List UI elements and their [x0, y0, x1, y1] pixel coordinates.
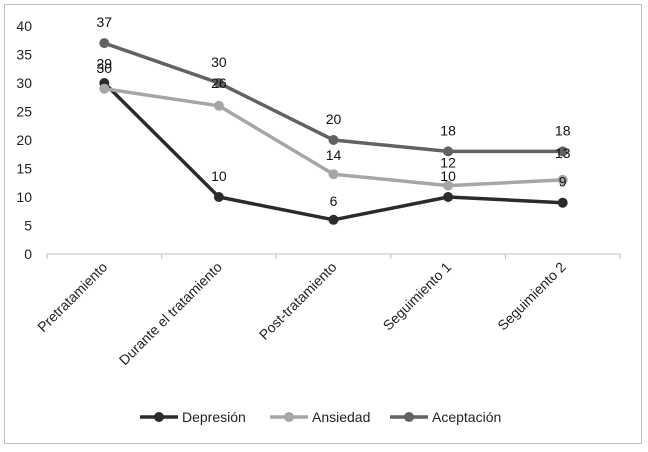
data-point	[99, 38, 110, 49]
x-tick-label: Seguimiento 2	[494, 259, 569, 334]
data-point	[443, 192, 454, 202]
y-tick-label: 15	[16, 161, 32, 177]
data-point	[213, 192, 224, 202]
y-tick-label: 40	[16, 18, 32, 34]
data-point	[328, 169, 339, 180]
data-point	[443, 146, 454, 157]
data-label: 10	[440, 168, 456, 184]
y-tick-label: 30	[16, 75, 32, 91]
data-point	[443, 180, 454, 191]
data-label: 18	[555, 122, 571, 138]
x-tick-label: Durante el tratamiento	[116, 259, 225, 368]
x-tick-label: Post-tratamiento	[256, 259, 340, 343]
legend-marker	[284, 412, 294, 422]
data-label: 20	[326, 111, 342, 127]
legend: Depresión Ansiedad Aceptación	[140, 409, 501, 425]
chart-frame	[4, 4, 642, 444]
data-label: 26	[211, 75, 227, 91]
data-label: 18	[440, 122, 456, 138]
data-point	[328, 135, 339, 145]
y-tick-label: 20	[16, 132, 32, 148]
data-point	[99, 83, 110, 94]
series-layer	[99, 38, 568, 225]
y-tick-label: 5	[24, 218, 32, 234]
legend-label: Aceptación	[432, 409, 501, 425]
data-label: 30	[211, 54, 227, 70]
data-label: 9	[559, 174, 567, 190]
legend-marker	[154, 412, 164, 422]
x-tick-label: Seguimiento 1	[380, 259, 455, 334]
data-label: 13	[555, 145, 571, 161]
data-label: 6	[330, 193, 338, 209]
data-point	[557, 197, 568, 208]
data-label: 37	[97, 14, 113, 30]
y-tick-label: 25	[16, 104, 32, 120]
y-tick-label: 10	[16, 189, 32, 205]
data-label: 29	[97, 56, 113, 72]
data-label: 30	[97, 60, 113, 76]
data-point	[213, 78, 224, 88]
data-label: 14	[326, 147, 342, 163]
data-point	[213, 100, 224, 111]
data-point	[557, 146, 568, 157]
x-tick-label: Pretratamiento	[34, 259, 110, 335]
data-point	[557, 174, 568, 185]
data-labels-layer: 30 10 6 10 9 29 26 14 12 13 37 30 20 18 18	[97, 14, 571, 209]
legend-label: Ansiedad	[312, 409, 370, 425]
legend-marker	[404, 412, 414, 422]
y-tick-label: 35	[16, 47, 32, 63]
y-tick-label: 0	[24, 246, 32, 262]
data-point	[328, 214, 339, 225]
legend-label: Depresión	[182, 409, 246, 425]
data-label: 10	[211, 168, 227, 184]
data-label: 12	[440, 155, 456, 171]
